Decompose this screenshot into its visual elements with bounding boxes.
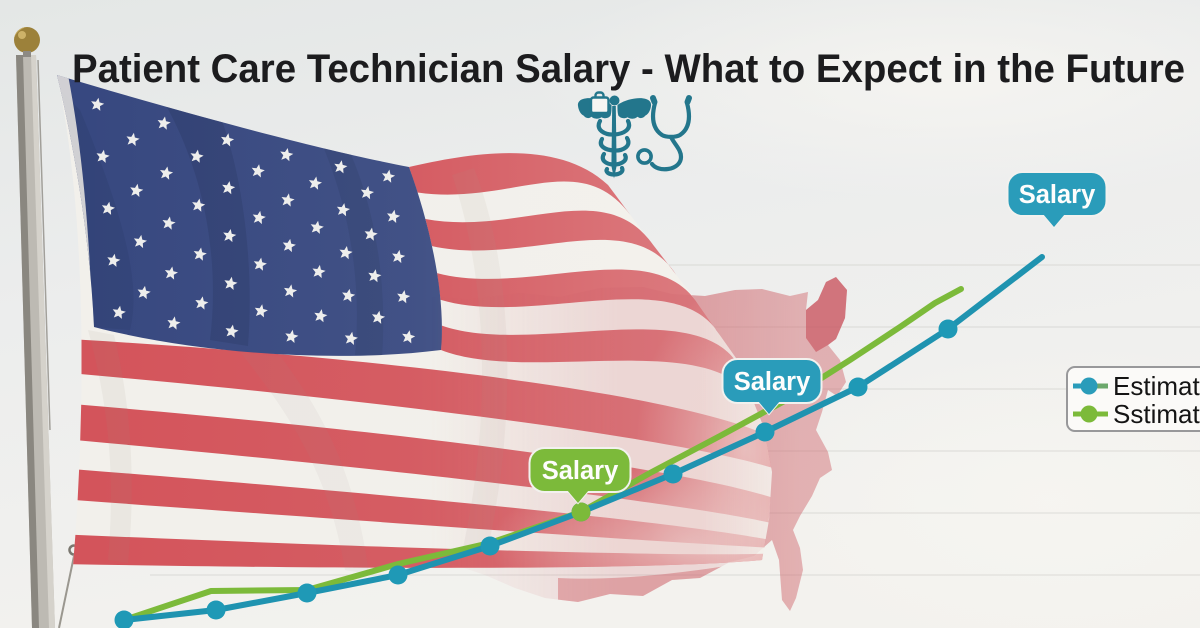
svg-text:Salary: Salary bbox=[1019, 181, 1096, 209]
svg-text:Sstimated: Sstimated bbox=[1113, 399, 1200, 429]
svg-text:Estimated: Estimated bbox=[1113, 371, 1200, 401]
svg-text:Salary: Salary bbox=[734, 368, 811, 396]
svg-text:Patient Care Technician Salary: Patient Care Technician Salary - What to… bbox=[72, 47, 1185, 91]
svg-text:Salary: Salary bbox=[542, 457, 619, 485]
